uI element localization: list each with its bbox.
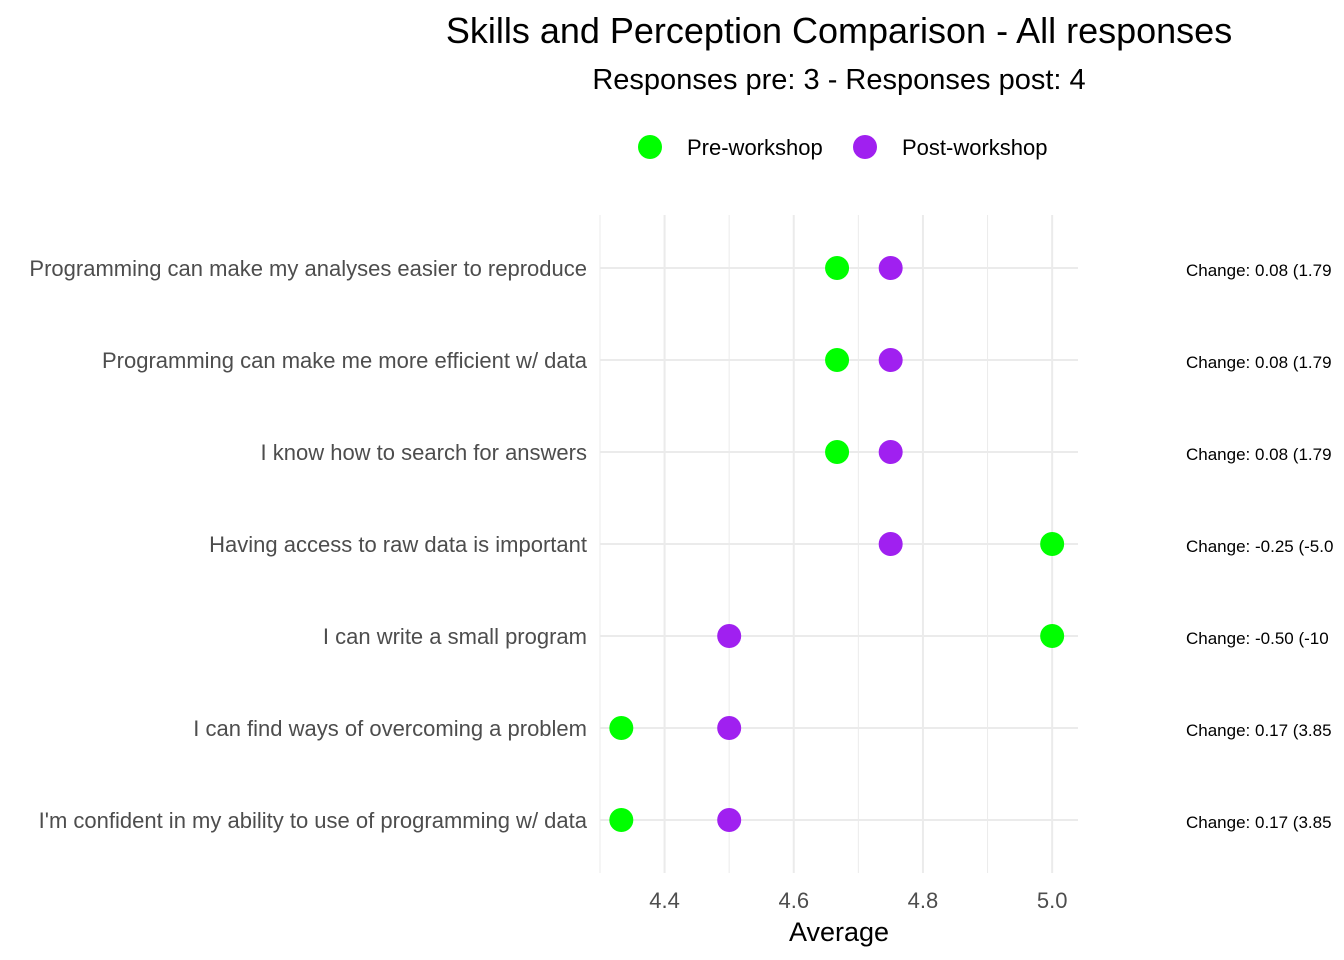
category-label: Having access to raw data is important xyxy=(209,532,587,557)
change-annotation: Change: 0.08 (1.79 xyxy=(1186,445,1332,464)
post-workshop-point xyxy=(717,716,742,740)
chart-subtitle: Responses pre: 3 - Responses post: 4 xyxy=(592,64,1085,96)
legend-post-marker xyxy=(853,135,877,159)
legend-pre-marker xyxy=(638,135,662,159)
change-annotation: Change: -0.25 (-5.0 xyxy=(1186,537,1333,556)
category-label: Programming can make me more efficient w… xyxy=(102,348,588,373)
pre-workshop-point xyxy=(825,256,850,280)
x-tick-label: 4.8 xyxy=(908,888,939,913)
pre-workshop-point xyxy=(609,808,634,832)
category-label: Programming can make my analyses easier … xyxy=(29,256,587,281)
pre-workshop-point xyxy=(609,716,634,740)
change-annotation: Change: 0.08 (1.79 xyxy=(1186,261,1332,280)
change-annotation: Change: 0.17 (3.85 xyxy=(1186,721,1332,740)
post-workshop-point xyxy=(878,532,903,556)
chart-title: Skills and Perception Comparison - All r… xyxy=(446,10,1232,51)
category-label: I can find ways of overcoming a problem xyxy=(193,716,587,741)
x-tick-label: 5.0 xyxy=(1037,888,1068,913)
change-annotation: Change: 0.08 (1.79 xyxy=(1186,353,1332,372)
pre-workshop-point xyxy=(1040,624,1065,648)
post-workshop-point xyxy=(717,808,742,832)
pre-workshop-point xyxy=(1040,532,1065,556)
x-axis-title: Average xyxy=(789,917,889,947)
post-workshop-point xyxy=(717,624,742,648)
legend-pre-label: Pre-workshop xyxy=(687,135,823,160)
legend-post-label: Post-workshop xyxy=(902,135,1048,160)
x-tick-label: 4.4 xyxy=(649,888,680,913)
change-annotation: Change: -0.50 (-10 xyxy=(1186,629,1329,648)
post-workshop-point xyxy=(878,256,903,280)
category-label: I can write a small program xyxy=(323,624,587,649)
category-label: I know how to search for answers xyxy=(261,440,587,465)
post-workshop-point xyxy=(878,348,903,372)
category-label: I'm confident in my ability to use of pr… xyxy=(39,808,588,833)
post-workshop-point xyxy=(878,440,903,464)
x-tick-label: 4.6 xyxy=(778,888,809,913)
pre-workshop-point xyxy=(825,348,850,372)
change-annotation: Change: 0.17 (3.85 xyxy=(1186,813,1332,832)
plot-panel: 4.4 4.6 4.8 5.0 Programming can make my anal… xyxy=(29,215,1333,913)
legend: Pre-workshop Post-workshop xyxy=(638,135,1048,160)
pre-workshop-point xyxy=(825,440,850,464)
